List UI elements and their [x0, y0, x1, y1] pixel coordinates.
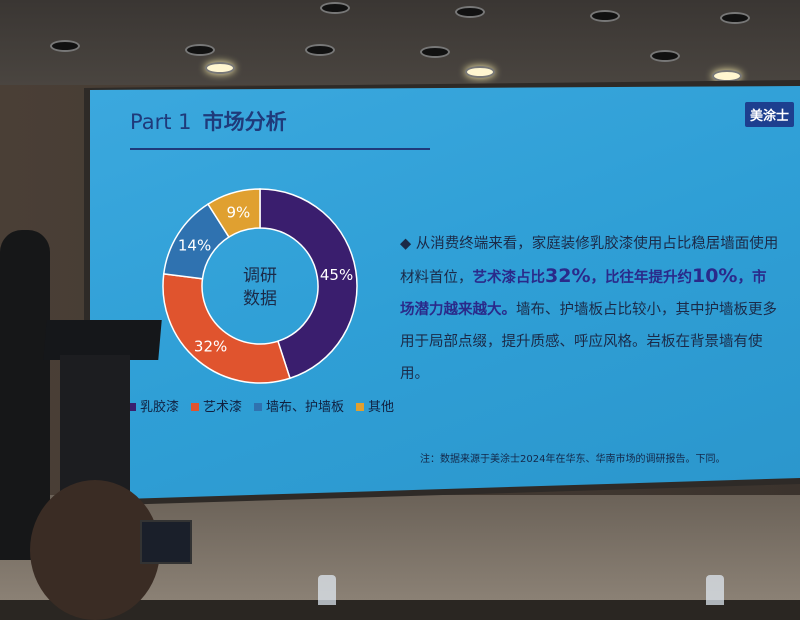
- ceiling-light: [465, 66, 495, 78]
- title-underline: [130, 148, 430, 150]
- water-bottle: [706, 575, 724, 605]
- text-segment: 墙布、护墙板占比较小，其中护墙板更多用于局部点缀，提升质感、呼应风格。岩板在背景…: [400, 302, 777, 382]
- brand-logo: 美涂士: [744, 102, 794, 127]
- ceiling-light: [205, 62, 235, 74]
- title-main: 市场分析: [202, 110, 287, 134]
- legend-item: 墙布、护墙板: [254, 396, 344, 415]
- text-segment: 从消费终端来看，家庭装修乳胶漆使用占比稳居墙面使用材料首位，: [400, 236, 779, 286]
- ceiling-light: [305, 44, 335, 56]
- legend-label: 墙布、护墙板: [266, 400, 345, 415]
- legend-item: 艺术漆: [191, 396, 242, 415]
- highlight-text: 艺术漆占比: [472, 270, 546, 286]
- donut-slice-1: [259, 188, 358, 380]
- slice-value-label: 32%: [194, 338, 227, 356]
- ceiling-light: [185, 44, 215, 56]
- ceiling-light: [720, 12, 750, 24]
- ceiling: [0, 0, 800, 85]
- slide-title: Part 1 市场分析: [130, 106, 430, 150]
- donut-slice-2: [162, 273, 291, 384]
- ceiling-light: [650, 50, 680, 62]
- donut-chart: 45% 32% 14% 9% 调研 数据: [162, 188, 358, 384]
- title-prefix: Part 1: [130, 110, 192, 134]
- slice-value-label: 9%: [226, 204, 250, 222]
- ceiling-light: [455, 6, 485, 18]
- legend-label: 艺术漆: [203, 400, 243, 415]
- slice-value-label: 14%: [178, 236, 211, 254]
- legend-item: 乳胶漆: [128, 396, 179, 415]
- diamond-bullet-icon: ◆: [400, 236, 412, 252]
- legend-swatch: [128, 403, 136, 411]
- presentation-slide: Part 1 市场分析 美涂士 45% 32% 14% 9% 调研 数据 乳胶漆 艺术漆…: [90, 86, 800, 500]
- center-label-line2: 数据: [243, 289, 277, 309]
- legend-label: 乳胶漆: [140, 400, 180, 415]
- center-label-line1: 调研: [243, 266, 277, 286]
- ceiling-light: [420, 46, 450, 58]
- legend-label: 其他: [368, 400, 395, 415]
- legend-swatch: [191, 403, 200, 411]
- legend-item: 其他: [356, 396, 394, 415]
- legend-swatch: [254, 403, 263, 411]
- ceiling-light: [50, 40, 80, 52]
- bullet-paragraph: ◆ 从消费终端来看，家庭装修乳胶漆使用占比稳居墙面使用材料首位，艺术漆占比32%…: [400, 228, 780, 390]
- donut-slice-4: [206, 188, 261, 239]
- highlight-number: 32%: [545, 265, 591, 287]
- highlight-text: ，比往年提升约: [590, 270, 692, 286]
- ceiling-light: [590, 10, 620, 22]
- water-bottle: [318, 575, 336, 605]
- phone: [140, 520, 192, 564]
- speaker-person: [0, 230, 50, 560]
- ceiling-light: [712, 70, 742, 82]
- legend-swatch: [356, 403, 365, 411]
- highlight-number: 10%: [691, 265, 738, 287]
- podium-stand: [60, 355, 130, 495]
- chart-legend: 乳胶漆 艺术漆 墙布、护墙板 其他: [128, 396, 394, 415]
- source-note: 注：数据来源于美涂士2024年在华东、华南市场的调研报告。下同。: [420, 454, 726, 465]
- ceiling-light: [320, 2, 350, 14]
- podium: [43, 320, 162, 360]
- highlight-text: ，市场潜力越来越大。: [400, 270, 767, 318]
- slice-value-label: 45%: [320, 266, 353, 284]
- audience-head: [30, 480, 160, 620]
